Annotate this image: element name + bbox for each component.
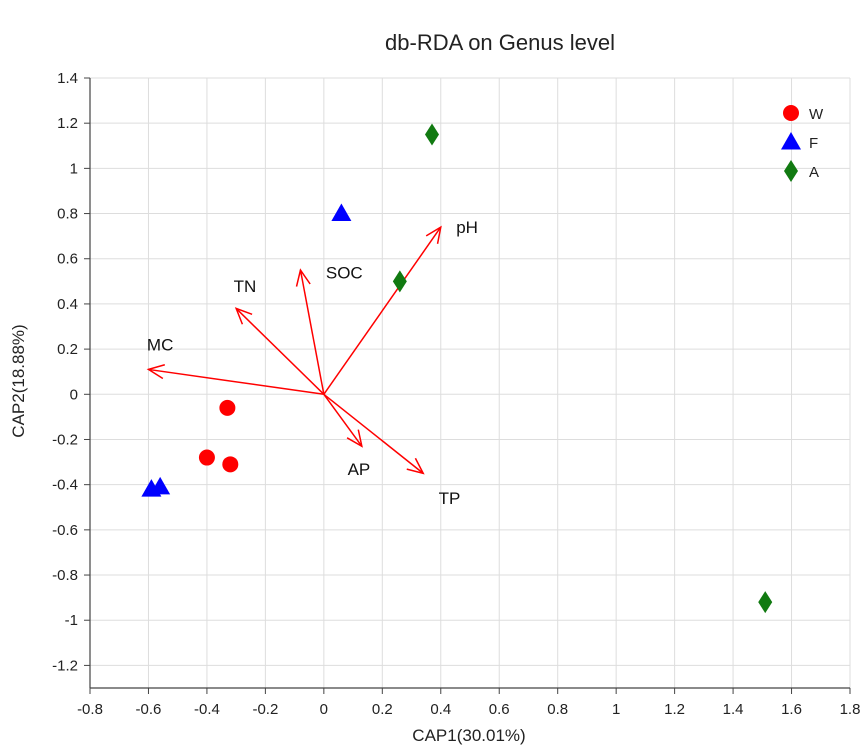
legend-marker [781,132,801,150]
arrow-tn: TN [234,277,325,395]
y-tick-label: -1.2 [52,657,78,674]
legend: WFA [781,105,824,182]
arrow-mc: MC [146,336,324,396]
arrow-shaft [299,269,325,395]
arrow-head [346,429,363,448]
x-tick-label: -0.4 [194,701,220,718]
arrow-label: TN [234,277,257,296]
arrow-head [406,457,425,475]
y-tick-label: 1 [70,160,78,177]
x-tick-label: 0.8 [547,701,568,718]
legend-label: W [809,106,824,123]
point-a [758,591,773,614]
x-tick-label: 1.8 [840,701,861,718]
arrow-shaft [235,307,325,395]
arrow-head [295,268,311,287]
x-tick-label: 1.2 [664,701,685,718]
environmental-arrows: pH SOC TN MC AP TP [146,218,478,508]
arrow-label: SOC [326,263,363,282]
point-f [331,203,352,222]
y-tick-label: -0.8 [52,567,78,584]
y-tick-label: 0.4 [57,296,78,313]
arrow-shaft [323,226,442,395]
y-tick-label: -0.2 [52,431,78,448]
y-tick-label: -0.6 [52,522,78,539]
y-tick-label: 1.2 [57,115,78,132]
arrow-ph: pH [323,218,478,395]
chart-title: db-RDA on Genus level [385,30,615,55]
legend-marker [783,105,799,121]
arrow-label: TP [439,489,461,508]
arrow-shaft [148,368,324,396]
y-tick-label: -1 [65,612,78,629]
point-w [222,456,239,473]
point-a [425,123,439,146]
x-tick-label: 0 [320,701,328,718]
y-tick-label: 0.8 [57,206,78,223]
point-w [219,399,236,416]
y-tick-label: 0 [70,386,78,403]
legend-item-f: F [781,132,818,152]
x-tick-label: 1.6 [781,701,802,718]
point-a [392,270,407,293]
x-axis-label: CAP1(30.01%) [412,726,525,745]
y-tick-label: 0.6 [57,251,78,268]
x-tick-label: 1.4 [723,701,744,718]
legend-marker [784,160,798,182]
axes: -0.8 -0.6 -0.4 -0.2 0 0.2 0.4 0.6 0.8 1 1.2 1.4 1.6 1… [52,70,860,718]
sample-points [141,123,773,614]
x-tick-label: -0.2 [252,701,278,718]
arrow-label: MC [147,336,173,355]
x-tick-label: 1 [612,701,620,718]
arrow-shaft [323,393,363,447]
arrow-ap: AP [323,393,371,479]
arrow-tp: TP [323,393,461,508]
legend-item-a: A [784,160,819,182]
x-tick-label: -0.6 [136,701,162,718]
x-tick-label: 0.2 [372,701,393,718]
y-axis-label: CAP2(18.88%) [9,324,28,437]
x-tick-label: -0.8 [77,701,103,718]
grid [89,77,851,688]
arrow-head [234,307,253,325]
x-tick-label: 0.4 [430,701,451,718]
legend-label: F [809,135,818,152]
arrow-label: pH [456,218,478,237]
arrow-label: AP [348,460,371,479]
y-tick-label: 1.4 [57,70,78,87]
y-tick-label: -0.4 [52,477,78,494]
arrow-head [146,364,166,380]
point-f [150,476,171,495]
arrow-soc: SOC [295,263,363,395]
legend-item-w: W [783,105,824,123]
legend-label: A [809,164,819,181]
arrow-shaft [323,393,424,474]
x-tick-label: 0.6 [489,701,510,718]
point-w [198,449,215,466]
y-tick-label: 0.2 [57,341,78,358]
arrow-head [425,225,442,244]
